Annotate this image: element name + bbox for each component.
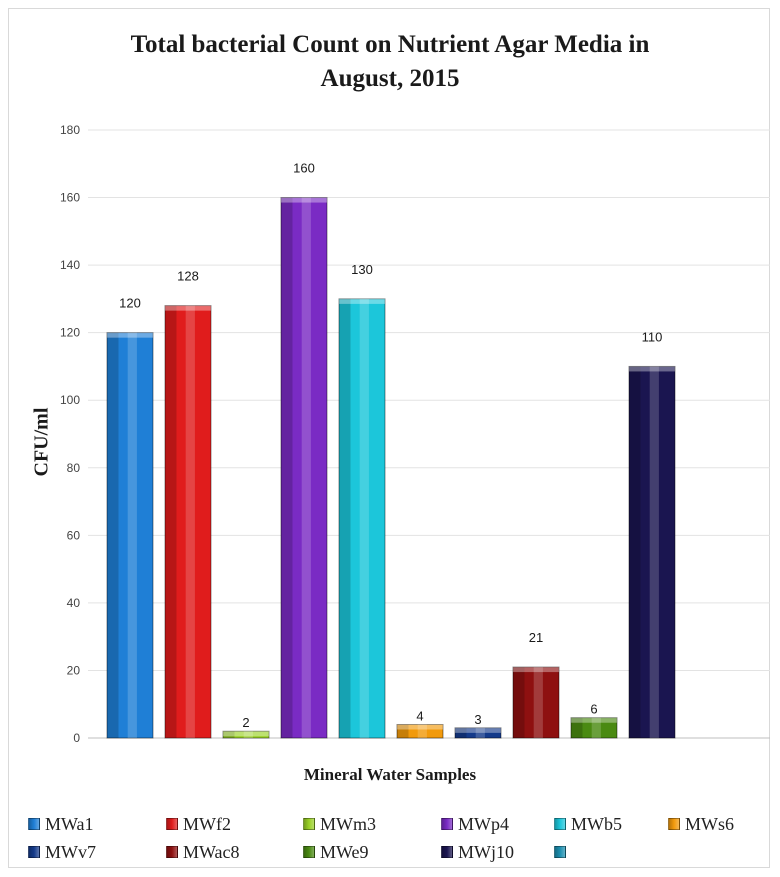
data-label: 120: [119, 296, 141, 311]
data-label: 2: [242, 715, 249, 730]
bar-shine: [475, 727, 485, 738]
legend-label: MWs6: [685, 813, 734, 834]
bar-shade: [455, 727, 467, 738]
legend-swatch: [303, 818, 315, 830]
y-tick-label: 140: [60, 258, 80, 272]
chart-title: Total bacterial Count on Nutrient Agar M…: [0, 28, 780, 96]
legend-label: MWv7: [45, 841, 96, 862]
legend-item: MWe9: [303, 840, 369, 864]
bar-shade: [339, 298, 351, 738]
data-label: 6: [590, 702, 597, 717]
legend-item: MWm3: [303, 812, 376, 836]
legend-label: MWp4: [458, 813, 509, 834]
bar-shade: [629, 366, 641, 738]
bar-cap: [513, 667, 559, 673]
bar-mwj10: [628, 365, 676, 739]
bar-shade: [513, 667, 525, 738]
data-label: 3: [474, 712, 481, 727]
data-label: 21: [529, 630, 543, 645]
y-tick-label: 180: [60, 123, 80, 137]
bar-shade: [571, 717, 583, 738]
legend-item: MWs6: [668, 812, 734, 836]
legend-swatch: [441, 818, 453, 830]
bar-cap: [281, 197, 327, 203]
legend-item: MWp4: [441, 812, 509, 836]
bar-mwe9: [570, 717, 618, 739]
bar-mwp4: [280, 197, 328, 739]
bar-shine: [649, 366, 659, 738]
y-tick-label: 0: [73, 731, 80, 745]
legend-item: MWf2: [166, 812, 231, 836]
y-tick-label: 100: [60, 393, 80, 407]
bar-cap: [223, 731, 269, 737]
legend-item: MWj10: [441, 840, 514, 864]
bar-shine: [243, 731, 253, 738]
bar-shade: [397, 724, 409, 738]
bar-shade: [165, 305, 177, 738]
legend-swatch: [166, 846, 178, 858]
bar-mwac8: [512, 666, 560, 739]
chart-title-line-1: Total bacterial Count on Nutrient Agar M…: [130, 31, 650, 58]
bar-cap: [339, 298, 385, 304]
legend-swatch: [303, 846, 315, 858]
bar-mwv7: [454, 727, 502, 739]
bar-mwa1: [106, 332, 154, 739]
bar-mws6: [396, 723, 444, 739]
legend-swatch: [668, 818, 680, 830]
bar-shine: [591, 717, 601, 738]
y-tick-label: 20: [67, 663, 81, 677]
chart-title-line-2: August, 2015: [320, 65, 460, 92]
bar-shine: [301, 197, 311, 739]
legend-item: MWa1: [28, 812, 94, 836]
legend-label: MWj10: [458, 841, 514, 862]
bar-cap: [571, 717, 617, 723]
bar-cap: [165, 305, 211, 311]
bar-shade: [281, 197, 293, 739]
y-tick-label: 80: [67, 461, 81, 475]
bar-shine: [185, 305, 195, 738]
bar-shine: [359, 298, 369, 738]
legend-swatch: [166, 818, 178, 830]
legend-label: MWe9: [320, 841, 369, 862]
y-tick-label: 40: [67, 596, 81, 610]
bar-shade: [107, 332, 119, 738]
data-label: 128: [177, 269, 199, 284]
y-tick-label: 160: [60, 191, 80, 205]
legend-item: MWac8: [166, 840, 240, 864]
data-label: 4: [416, 708, 423, 723]
legend-item: MWv7: [28, 840, 96, 864]
bar-mwb5: [338, 298, 386, 739]
bar-shine: [127, 332, 137, 738]
legend-swatch: [28, 818, 40, 830]
bar-mwf2: [164, 305, 212, 739]
y-tick-label: 120: [60, 326, 80, 340]
data-label: 160: [293, 161, 315, 176]
legend-item: [554, 840, 571, 864]
bar-cap: [397, 724, 443, 730]
legend-item: MWb5: [554, 812, 622, 836]
bar-cap: [629, 366, 675, 372]
bar-cap: [107, 332, 153, 338]
legend-label: MWf2: [183, 813, 231, 834]
x-axis-label: Mineral Water Samples: [303, 765, 477, 784]
legend-label: MWac8: [183, 841, 240, 862]
bar-shade: [223, 731, 235, 738]
bar-shine: [533, 667, 543, 738]
bar-cap: [455, 727, 501, 733]
bar-shine: [417, 724, 427, 738]
data-label: 130: [351, 262, 373, 277]
data-label: 110: [642, 329, 663, 344]
bar-mwm3: [222, 730, 270, 739]
legend-swatch: [28, 846, 40, 858]
legend-swatch: [554, 818, 566, 830]
legend-label: MWm3: [320, 813, 376, 834]
legend-label: MWb5: [571, 813, 622, 834]
legend-swatch: [441, 846, 453, 858]
y-tick-label: 60: [67, 528, 81, 542]
legend-label: MWa1: [45, 813, 94, 834]
legend-swatch: [554, 846, 566, 858]
